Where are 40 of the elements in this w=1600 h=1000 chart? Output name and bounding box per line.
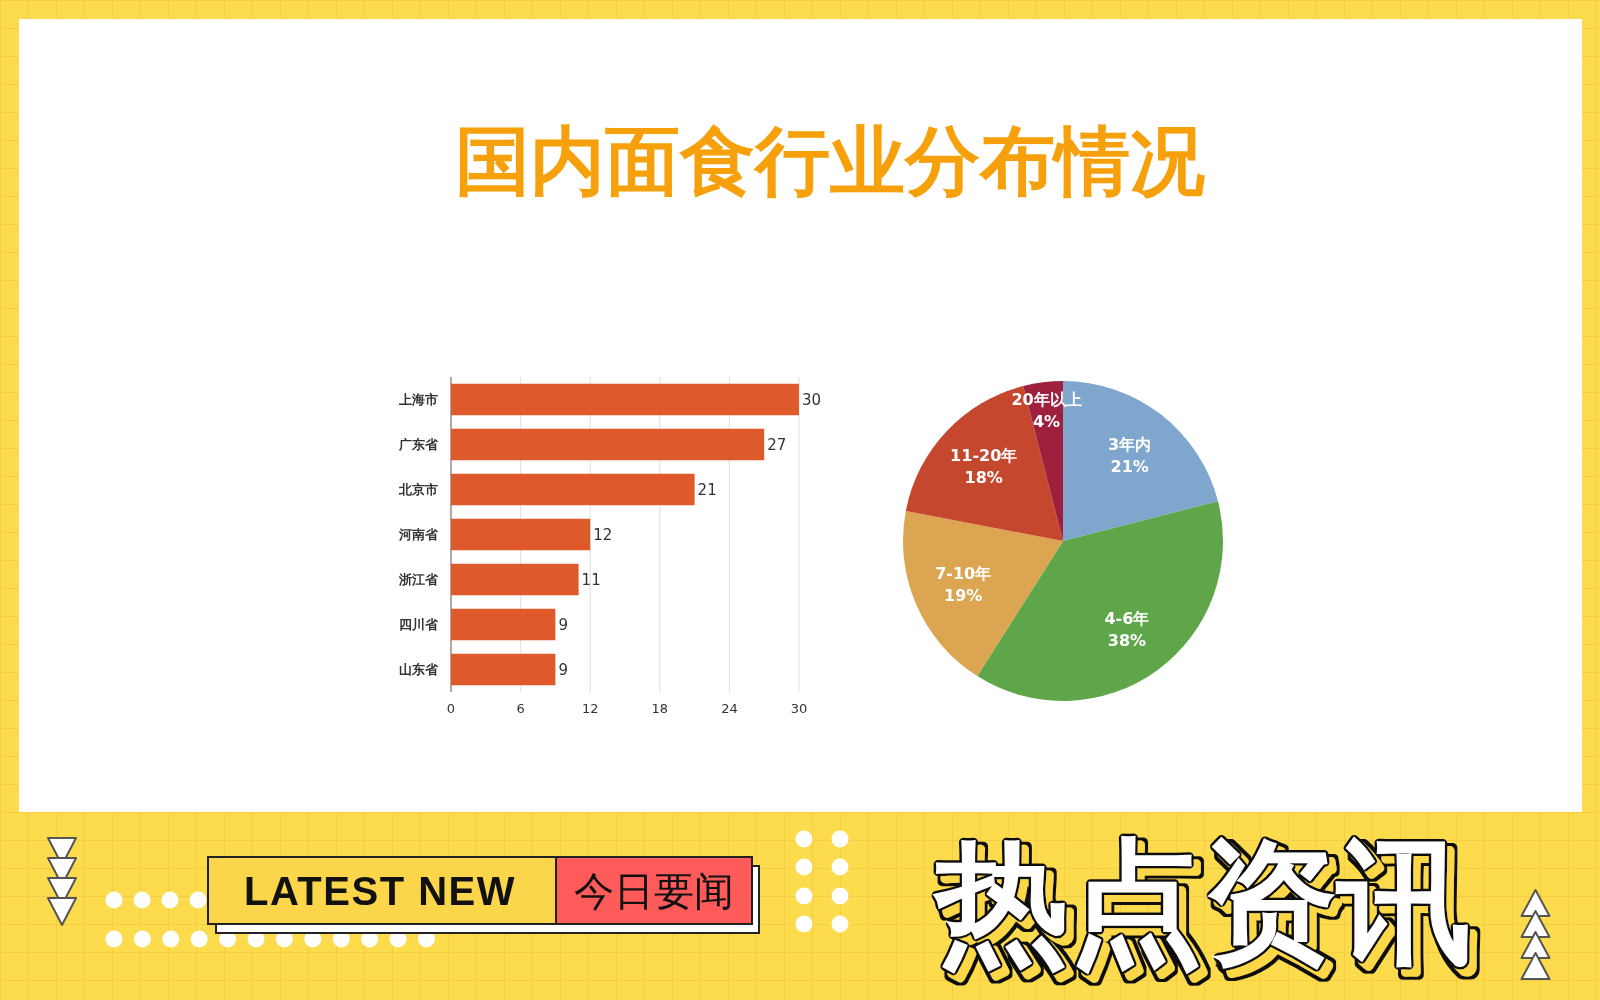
y-tick-label: 浙江省 — [398, 572, 439, 587]
x-tick-label: 6 — [516, 700, 525, 716]
slice-label: 7-10年 — [935, 563, 992, 583]
bar — [451, 428, 765, 461]
bar — [451, 473, 695, 506]
y-tick-label: 上海市 — [398, 392, 438, 407]
y-tick-label: 广东省 — [398, 437, 439, 452]
x-tick-label: 18 — [651, 700, 669, 716]
text: 国内面食行业分布情况 — [455, 117, 1205, 205]
data-label: 27 — [767, 435, 787, 454]
bar — [451, 653, 556, 686]
pie-slice — [903, 511, 1063, 677]
data-label: 9 — [558, 660, 568, 679]
bar — [451, 563, 579, 596]
x-tick-label: 0 — [446, 700, 456, 716]
data-label: 4% — [1032, 412, 1061, 432]
data-label: 38% — [1107, 630, 1147, 650]
y-tick-label: 北京市 — [398, 482, 438, 497]
y-tick-label: 四川省 — [399, 617, 439, 632]
text: 今日要闻 — [574, 868, 734, 914]
data-label: 30 — [802, 390, 822, 409]
slice-label: 11-20年 — [950, 446, 1018, 466]
x-tick-label: 12 — [581, 700, 599, 716]
bar — [451, 383, 799, 416]
bar — [451, 518, 591, 551]
text: LATEST NEW — [243, 869, 517, 913]
data-label: 21 — [697, 480, 717, 499]
x-tick-label: 24 — [721, 700, 738, 716]
data-label: 12 — [593, 525, 613, 544]
data-label: 21% — [1110, 456, 1149, 476]
y-tick-label: 河南省 — [398, 527, 439, 542]
slice-label: 4-6年 — [1104, 608, 1150, 628]
slice-label: 3年内 — [1108, 434, 1152, 454]
y-tick-label: 山东省 — [399, 662, 439, 677]
x-tick-label: 30 — [790, 700, 808, 716]
data-label: 18% — [964, 468, 1003, 488]
data-label: 11 — [581, 570, 601, 589]
data-label: 9 — [558, 615, 568, 634]
data-label: 19% — [944, 585, 983, 605]
bar — [451, 608, 556, 641]
